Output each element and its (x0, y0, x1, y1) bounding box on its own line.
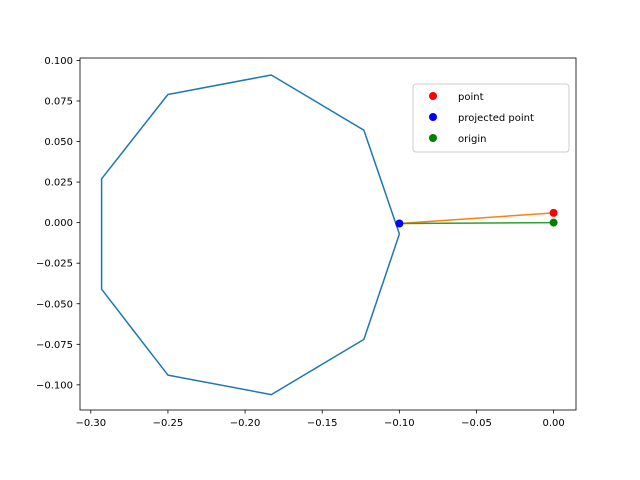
axes: −0.30 −0.25 −0.20 −0.15 −0.10 −0.05 0.00 0.100 0… (36, 56, 577, 429)
legend-marker-projected-point (429, 113, 437, 121)
legend: point projected point origin (412, 83, 570, 153)
legend-marker-point (429, 92, 437, 100)
y-tick-label: 0.075 (44, 96, 73, 107)
x-tick-label: 0.00 (542, 418, 564, 429)
y-tick-label: −0.025 (36, 259, 73, 270)
legend-label-projected-point: projected point (458, 113, 534, 124)
axes-frame (79, 57, 577, 411)
x-tick-label: −0.25 (153, 418, 184, 429)
y-tick-label: 0.050 (44, 137, 73, 148)
y-tick-label: 0.025 (44, 178, 73, 189)
series-line-1 (399, 212, 554, 225)
y-tick-label: 0.000 (44, 218, 73, 229)
y-tick-label: −0.050 (36, 299, 73, 310)
x-tick-label: −0.20 (230, 418, 261, 429)
x-tick-label: −0.15 (307, 418, 338, 429)
x-tick-label: −0.10 (384, 418, 415, 429)
series-line-2 (399, 221, 554, 225)
plot-area (100, 74, 558, 396)
marker-origin-0 (549, 218, 558, 227)
legend-box (412, 83, 570, 153)
marker-projected-point-0 (395, 219, 404, 228)
x-tick-label: −0.30 (75, 418, 106, 429)
y-tick-label: −0.100 (36, 380, 73, 391)
y-tick-label: −0.075 (36, 340, 73, 351)
legend-label-point: point (458, 92, 484, 103)
legend-label-origin: origin (458, 134, 486, 145)
legend-marker-origin (429, 134, 437, 142)
y-tick-label: 0.100 (44, 56, 73, 67)
x-tick-label: −0.05 (461, 418, 492, 429)
marker-point-0 (549, 208, 558, 217)
series-line-0 (100, 74, 401, 396)
